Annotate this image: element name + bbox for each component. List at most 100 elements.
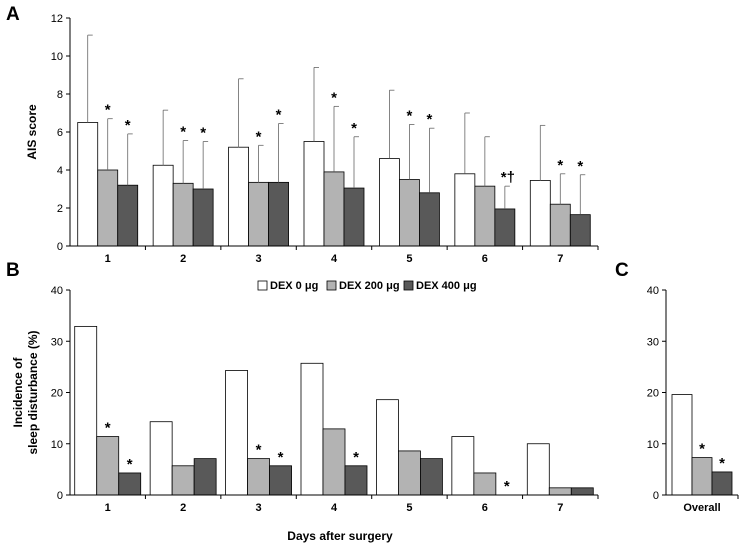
y-tick-label: 0 [57,241,63,253]
bar [192,188,214,247]
bar [399,179,420,247]
significance-marker: * [256,442,262,459]
x-tick-label: 5 [406,253,412,265]
y-tick-label: 6 [57,127,63,139]
y-tick-label: 8 [57,89,63,101]
bar [420,458,443,496]
bar [303,141,325,247]
bar [376,399,399,496]
legend-swatch [403,280,414,291]
x-tick-label: 5 [406,502,412,514]
bar [172,182,194,247]
bar [494,208,516,247]
bar [193,458,217,496]
bar [473,472,497,496]
y-tick-label: 20 [51,388,63,400]
bar [225,370,248,496]
y-tick-label: 40 [647,285,659,297]
legend-label: DEX 0 μg [270,280,318,292]
y-axis-label: AIS score [25,104,39,160]
y-tick-label: 10 [51,51,63,63]
bar [474,185,496,247]
bar [118,472,142,496]
x-tick-label: 6 [482,502,488,514]
significance-marker: * [278,449,284,466]
panel-b-incidence-chart: B 0 10 20 30 40 * * 1 2 * * 3 * 4 5 * 6 7 Incidence ofsleep… [6,260,599,514]
y-axis-label-line: sleep disturbance (%) [26,330,40,454]
x-tick-label: 7 [557,502,563,514]
bar [379,158,400,247]
significance-marker: * [504,478,510,495]
bar [300,362,324,496]
y-tick-label: 40 [51,285,63,297]
bar [343,187,365,247]
y-tick-label: 30 [51,336,63,348]
bar [77,122,99,247]
y-tick-label: 0 [57,490,63,502]
significance-marker: * [353,449,359,466]
bar [152,164,174,247]
bar [549,203,571,247]
bar [344,465,368,496]
x-tick-label: 1 [105,253,111,265]
y-tick-label: 0 [653,490,659,502]
bar [526,443,550,496]
panel-a-ais-chart: A 0 2 4 6 8 10 12 * * 1 * * 2 * * 3 * * 4 * * 5 *† 6 * * 7 AIS score [6,4,599,265]
x-tick-label: 3 [256,253,262,265]
bar [451,436,475,496]
bar [691,457,713,496]
significance-marker: * [256,128,262,145]
panel-letter: C [615,260,629,281]
bar [419,192,440,247]
panel-c-overall-chart: C 0 10 20 30 40 * * Overall [615,260,739,514]
bar [548,487,572,496]
significance-marker: * [276,106,282,123]
common-x-axis-label: Days after surgery [287,529,393,543]
x-tick-label: Overall [683,502,720,514]
bar [671,394,693,496]
bar [268,181,289,247]
bar [269,465,292,496]
y-tick-label: 30 [647,336,659,348]
x-tick-label: 4 [331,502,338,514]
significance-marker: * [719,455,725,472]
significance-marker: * [105,102,111,119]
significance-marker: * [351,120,357,137]
y-tick-label: 12 [51,13,63,25]
bar [228,146,249,247]
x-tick-label: 4 [331,253,338,265]
y-tick-label: 10 [647,439,659,451]
significance-marker: * [127,456,133,473]
bar [711,471,733,496]
x-tick-label: 1 [105,502,111,514]
bar [570,487,594,496]
panel-letter: B [6,260,20,281]
bar [96,436,120,496]
y-tick-label: 2 [57,203,63,215]
y-axis-label: Incidence ofsleep disturbance (%) [11,330,40,454]
bar [247,458,270,496]
significance-marker: * [200,125,206,142]
x-tick-label: 3 [256,502,262,514]
significance-marker: * [105,420,111,437]
legend: DEX 0 μg DEX 200 μg DEX 400 μg [257,280,477,292]
bar [323,171,345,247]
x-tick-label: 6 [482,253,488,265]
bar [117,184,139,247]
x-tick-label: 7 [557,253,563,265]
bar [529,180,551,247]
x-tick-label: 2 [180,502,186,514]
significance-marker: * [557,157,563,174]
legend-label: DEX 200 μg [339,280,400,292]
significance-marker: * [125,117,131,134]
bar [398,450,421,496]
significance-marker: * [407,107,413,124]
bar [454,173,476,247]
bar [74,325,98,496]
bar [149,421,173,496]
legend-swatch [326,280,337,291]
y-tick-label: 4 [57,165,63,177]
bar [97,169,119,247]
y-tick-label: 10 [51,439,63,451]
